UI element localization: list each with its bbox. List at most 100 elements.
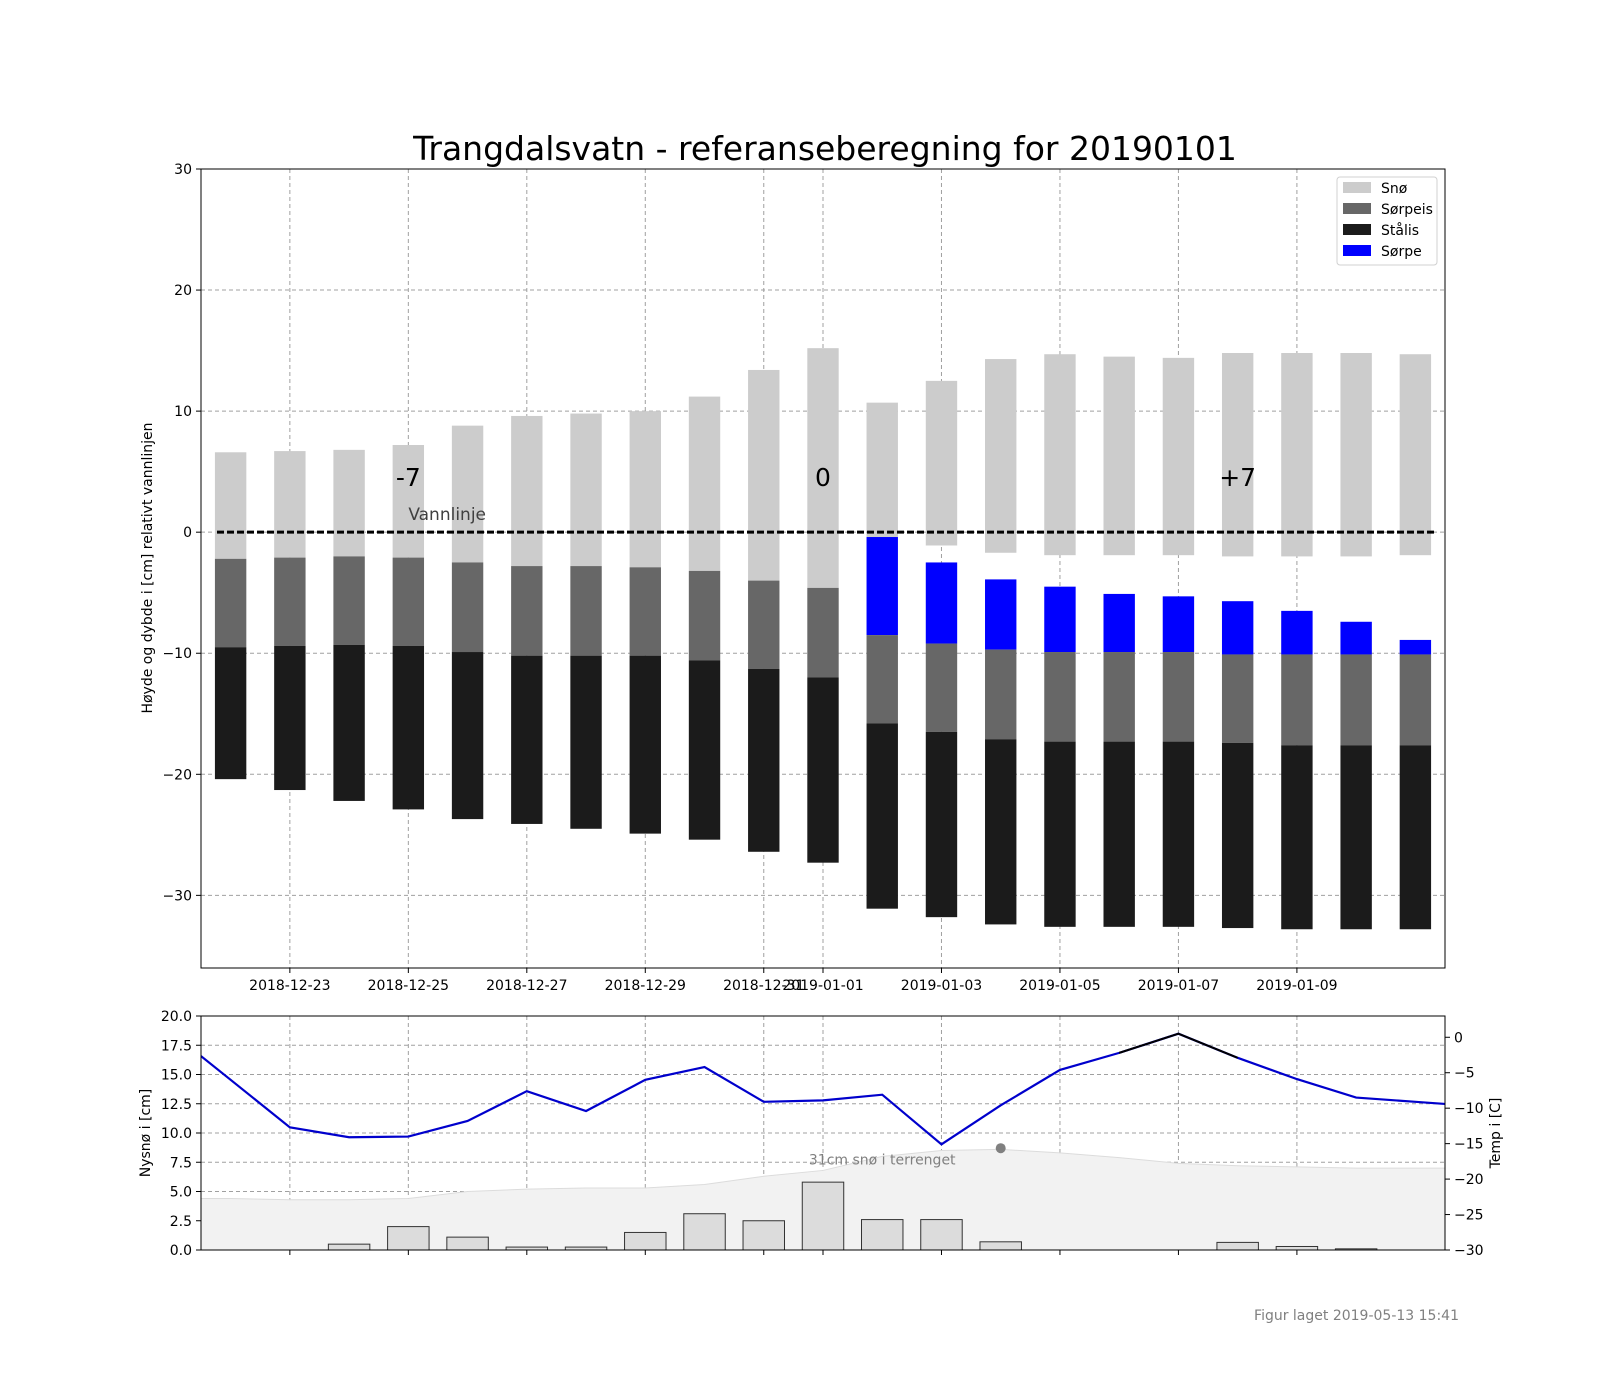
temperature-line	[201, 1032, 1445, 1146]
figure-title: Trangdalsvatn - referanseberegning for 2…	[412, 129, 1237, 168]
bar-stålis	[511, 655, 543, 824]
bar-sørpeis	[1399, 654, 1432, 746]
figure-footer: Figur laget 2019-05-13 15:41	[1254, 1308, 1459, 1324]
bottom-y-tick-label: 15.0	[161, 1068, 192, 1084]
bar-snø	[511, 415, 543, 567]
temp-y-tick-label: −20	[1454, 1172, 1484, 1188]
bar-stålis	[629, 655, 661, 834]
legend-swatch	[1343, 245, 1371, 256]
bar-sørpeis	[511, 566, 543, 656]
legend-box	[1336, 176, 1438, 266]
top-x-tick-label: 2018-12-25	[368, 978, 449, 994]
bar-sørpe	[1103, 593, 1135, 653]
bar-sørpe	[1044, 586, 1076, 653]
top-x-tick-label: 2018-12-31	[723, 978, 804, 994]
bar-stålis	[1281, 745, 1313, 930]
bar-snø	[748, 369, 780, 581]
bar-stålis	[1162, 741, 1195, 927]
bar-stålis	[925, 731, 958, 918]
new-snow-bar	[979, 1241, 1022, 1250]
top-y-tick-label: 10	[174, 404, 192, 420]
bar-snø	[333, 449, 365, 557]
bar-stålis	[392, 645, 425, 810]
bottom-right-y-axis-label: Temp i [C]	[1488, 1098, 1504, 1170]
bar-sørpeis	[333, 556, 365, 645]
day-marker-label: 0	[815, 463, 831, 492]
bar-stålis	[807, 677, 839, 863]
bar-stålis	[1044, 741, 1076, 927]
bar-sørpeis	[392, 557, 425, 646]
bar-stålis	[1399, 745, 1432, 930]
bottom-left-y-axis-label: Nysnø i [cm]	[138, 1089, 154, 1178]
top-y-tick-label: −30	[162, 888, 192, 904]
bar-sørpeis	[985, 649, 1017, 740]
new-snow-bar	[801, 1181, 845, 1250]
legend-swatch	[1343, 224, 1371, 235]
bar-snø	[629, 411, 661, 568]
top-y-tick-label: −10	[162, 646, 192, 662]
bar-snø	[1162, 357, 1195, 556]
bar-snø	[1221, 353, 1254, 557]
bar-sørpe	[1221, 601, 1254, 655]
bottom-y-tick-label: 20.0	[161, 1009, 192, 1025]
bar-stålis	[866, 723, 898, 909]
bar-sørpeis	[925, 643, 958, 732]
temp-y-tick-label: 0	[1454, 1030, 1463, 1046]
top-x-tick-label: 2018-12-29	[605, 978, 686, 994]
legend-label: Stålis	[1381, 222, 1419, 239]
temperature-line-blue	[201, 1032, 1445, 1146]
bar-snø	[688, 396, 721, 571]
bar-sørpeis	[1162, 652, 1195, 742]
legend-swatch	[1343, 203, 1371, 214]
bar-sørpe	[1162, 596, 1195, 653]
bar-sørpeis	[1281, 654, 1313, 746]
top-x-tick-label: 2019-01-09	[1256, 978, 1337, 994]
bar-sørpeis	[274, 557, 306, 646]
bar-sørpeis	[1044, 652, 1076, 742]
bar-snø	[1281, 353, 1313, 557]
bar-sørpe	[1399, 639, 1432, 655]
bottom-y-tick-label: 17.5	[161, 1038, 192, 1054]
bar-sørpeis	[1221, 654, 1254, 743]
bar-sørpeis	[807, 587, 839, 678]
new-snow-bar	[683, 1213, 726, 1250]
bar-stålis	[1340, 745, 1372, 930]
bar-snø	[807, 348, 839, 588]
new-snow-bar	[624, 1231, 667, 1250]
top-x-tick-label: 2019-01-05	[1019, 978, 1100, 994]
bar-sørpeis	[748, 580, 780, 669]
bottom-axes: 0.0 2.5 5.0 7.5 10.0 12.5 15.0 17.5 20.0 0 −5 −10 −1…	[161, 1009, 1484, 1259]
bar-sørpeis	[1103, 652, 1135, 742]
new-snow-bar	[1216, 1241, 1259, 1250]
bar-snø	[570, 413, 602, 567]
bar-snø	[1399, 354, 1432, 556]
top-x-tick-label: 2019-01-01	[782, 978, 863, 994]
bottom-y-tick-label: 7.5	[170, 1155, 192, 1171]
bar-sørpeis	[214, 558, 247, 648]
bar-stålis	[274, 645, 306, 791]
bar-sørpe	[1340, 621, 1372, 655]
top-x-tick-label: 2019-01-03	[901, 978, 982, 994]
bar-sørpe	[866, 537, 898, 636]
day-marker-label: +7	[1219, 463, 1256, 492]
bar-snø	[985, 359, 1017, 553]
bottom-annotations: 31cm snø i terrenget	[809, 1143, 1006, 1169]
bar-sørpeis	[1340, 654, 1372, 746]
temp-y-tick-label: −30	[1454, 1243, 1484, 1259]
bar-sørpeis	[570, 566, 602, 656]
bar-snø	[392, 445, 425, 558]
new-snow-bar	[446, 1236, 489, 1250]
legend-label: Sørpe	[1381, 244, 1422, 260]
bar-snø	[1044, 354, 1076, 556]
legend: Snø Sørpeis Stålis Sørpe	[1336, 176, 1438, 266]
new-snow-bar	[387, 1226, 430, 1250]
bar-sørpeis	[629, 567, 661, 656]
new-snow-bar	[920, 1219, 963, 1250]
bar-sørpe	[985, 579, 1017, 650]
top-x-tick-label: 2019-01-07	[1138, 978, 1219, 994]
bar-stålis	[214, 647, 247, 780]
bottom-y-tick-label: 12.5	[161, 1097, 192, 1113]
temp-y-tick-label: −15	[1454, 1137, 1484, 1153]
